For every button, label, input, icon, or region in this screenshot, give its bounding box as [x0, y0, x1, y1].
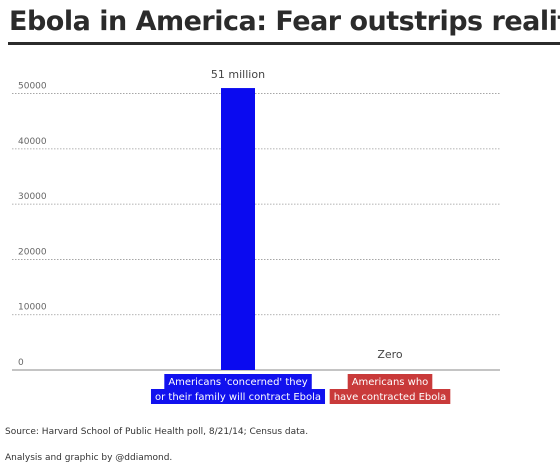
data-label: Zero — [377, 348, 403, 361]
y-tick-label: 40000 — [18, 137, 47, 147]
x-tick-label: Americans 'concerned' they — [168, 377, 307, 388]
credit-note: Analysis and graphic by @ddiamond. — [5, 453, 173, 463]
page-title: Ebola in America: Fear outstrips reality — [9, 6, 560, 37]
bar-chart: 0 10000 20000 30000 40000 50000 51 million Amer… — [12, 68, 500, 404]
category-label-background — [329, 389, 451, 404]
x-tick-label: have contracted Ebola — [334, 392, 447, 403]
source-note: Source: Harvard School of Public Health … — [5, 427, 309, 437]
y-tick-label: 20000 — [18, 247, 47, 257]
data-label: 51 million — [211, 68, 265, 81]
y-tick-label: 30000 — [18, 192, 47, 202]
category-label-background — [347, 374, 433, 389]
y-tick-label: 50000 — [18, 82, 47, 92]
bar — [221, 88, 255, 370]
x-tick-label: Americans who — [352, 377, 429, 388]
title-rule — [8, 42, 560, 45]
category-label-background — [164, 374, 312, 389]
y-tick-label: 10000 — [18, 303, 47, 313]
x-tick-label: or their family will contract Ebola — [155, 392, 321, 403]
y-tick-label: 0 — [18, 358, 24, 368]
category-label-background — [150, 389, 326, 404]
